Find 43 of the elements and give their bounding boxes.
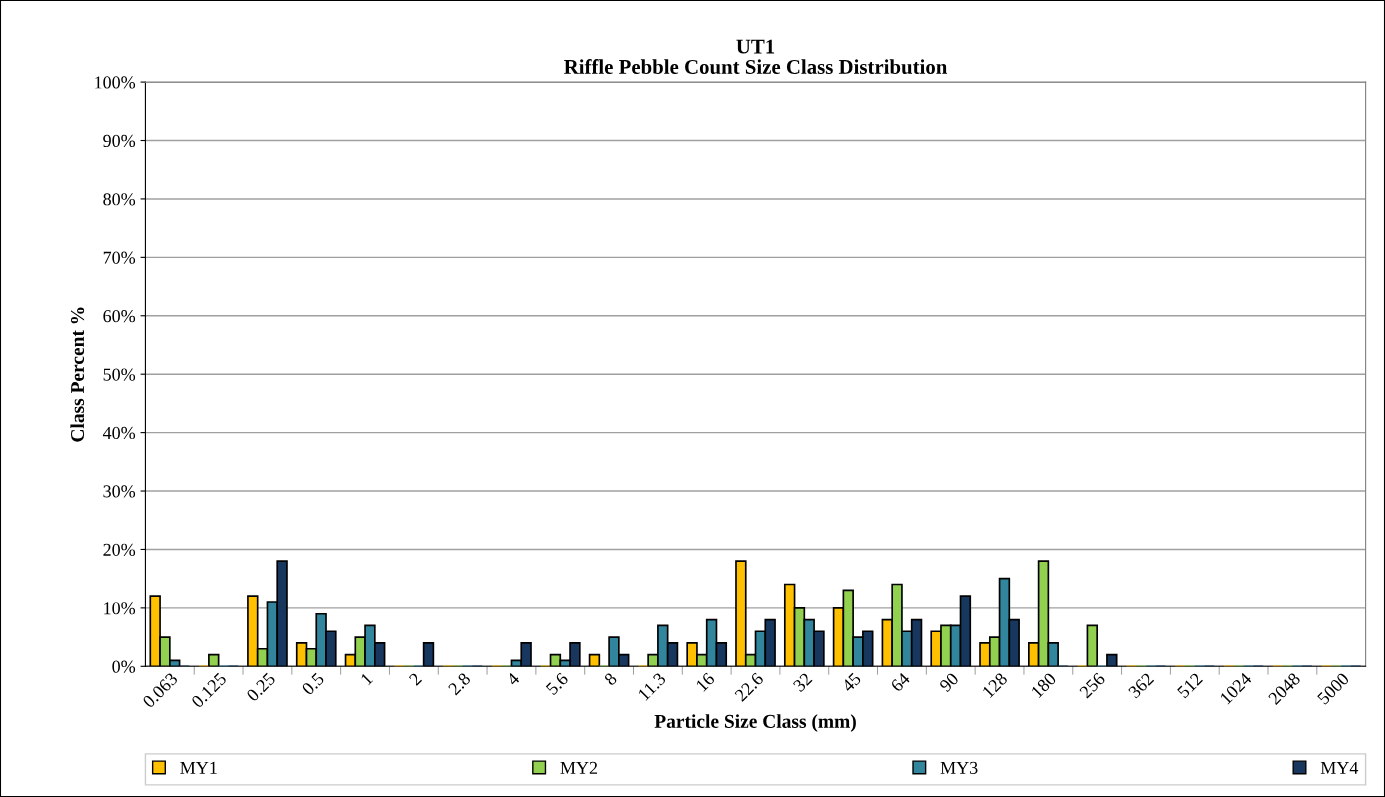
chart-title: UT1 Riffle Pebble Count Size Class Distribution	[564, 39, 948, 75]
x-tick-label: 45	[841, 672, 862, 693]
y-tick-label: 10%	[104, 602, 136, 615]
y-tick-label: 0%	[112, 660, 136, 673]
x-tick-label: 5.6	[545, 671, 569, 696]
x-tick-label: 64	[890, 671, 911, 693]
x-tick-label: 2	[408, 672, 423, 686]
x-tick-label: 362	[1127, 672, 1155, 699]
x-tick-label: 90	[938, 672, 960, 693]
bar	[1086, 624, 1099, 667]
bar	[208, 653, 220, 667]
x-tick-label: 256	[1078, 671, 1106, 699]
x-tick-label: 1	[360, 672, 374, 686]
legend-label: MY3	[940, 761, 978, 774]
y-axis-title: Class Percent %	[70, 307, 85, 442]
x-tick-label: 11.3	[637, 672, 667, 701]
y-tick-label: 100%	[95, 76, 136, 89]
y-tick-label: 70%	[103, 251, 136, 264]
y-tick-label: 20%	[103, 543, 136, 556]
x-tick-label: 16	[695, 671, 716, 692]
x-tick-label: 4	[505, 671, 521, 687]
bar	[1106, 653, 1118, 667]
x-tick-label: 128	[981, 672, 1009, 699]
x-tick-label: 0.25	[245, 672, 276, 703]
y-tick-label: 40%	[102, 426, 136, 440]
bar	[588, 653, 601, 667]
bar	[422, 642, 435, 667]
legend-label: MY2	[560, 761, 598, 774]
x-tick-label: 512	[1176, 672, 1204, 699]
y-tick-label: 90%	[103, 134, 136, 148]
x-tick-label: 2.8	[447, 672, 472, 696]
x-tick-label: 22.6	[734, 671, 765, 702]
legend-label: MY1	[180, 761, 217, 774]
x-tick-label: 8	[603, 672, 618, 687]
x-tick-label: 180	[1030, 672, 1057, 699]
legend-label: MY4	[1320, 761, 1359, 774]
y-tick-label: 50%	[103, 368, 136, 381]
y-tick-label: 30%	[103, 485, 136, 498]
x-tick-label: 32	[792, 672, 813, 693]
x-tick-label: 0.5	[301, 672, 325, 696]
x-axis-title: Particle Size Class (mm)	[654, 714, 856, 732]
y-tick-label: 80%	[103, 193, 136, 206]
y-tick-label: 60%	[103, 310, 136, 323]
